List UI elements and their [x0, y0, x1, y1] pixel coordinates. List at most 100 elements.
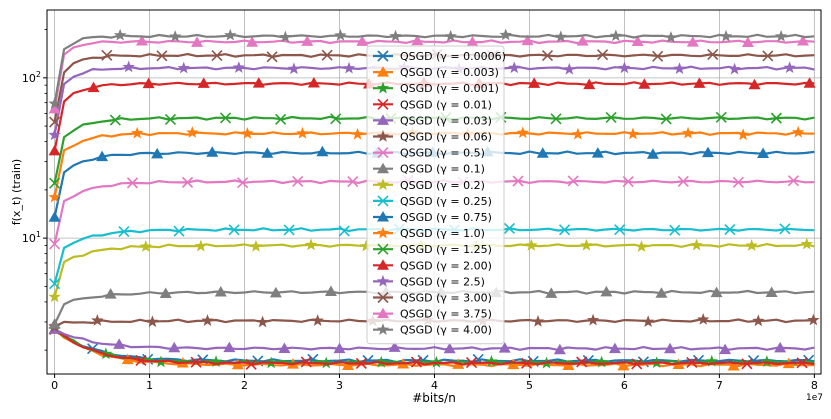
series-marker	[663, 342, 676, 354]
legend-label: QSGD (γ = 3.00)	[400, 292, 492, 305]
x-tick-label: 8	[811, 379, 818, 392]
series-marker	[765, 286, 778, 297]
series-marker	[377, 291, 389, 304]
series-marker	[586, 313, 600, 326]
series-marker	[690, 238, 703, 251]
series-marker	[669, 224, 681, 236]
series-marker	[146, 315, 159, 328]
series-marker	[719, 29, 733, 42]
series-marker	[48, 102, 61, 114]
series-marker	[499, 28, 512, 41]
x-tick-label: 7	[716, 379, 723, 392]
series-marker	[728, 62, 741, 75]
series-marker	[576, 356, 588, 368]
series-marker	[261, 147, 274, 158]
series-marker	[563, 62, 576, 75]
series-marker	[430, 355, 443, 368]
series-marker	[232, 61, 246, 73]
series-marker	[745, 239, 758, 251]
legend-label: QSGD (γ = 0.003)	[400, 66, 499, 79]
y-axis-label: f(x_t) (train)	[10, 159, 23, 225]
series-marker	[571, 127, 585, 140]
series-marker	[783, 61, 796, 74]
series-marker	[376, 178, 390, 191]
legend-item: QSGD (γ = 0.2)	[373, 178, 485, 192]
series-marker	[252, 77, 265, 88]
series-marker	[591, 147, 604, 158]
series-marker	[197, 77, 210, 88]
series-marker	[787, 175, 800, 187]
series-marker	[359, 239, 373, 252]
series-marker	[377, 114, 389, 125]
series-marker	[693, 77, 706, 88]
series-marker	[525, 238, 538, 251]
legend-item: QSGD (γ = 0.0006)	[373, 50, 506, 63]
series-marker	[595, 355, 608, 368]
series-marker	[206, 146, 219, 157]
series-marker	[792, 125, 805, 138]
series-marker	[377, 147, 389, 159]
series-group	[48, 323, 815, 355]
series-marker	[541, 50, 554, 62]
series-marker	[553, 343, 566, 355]
series-marker	[701, 146, 714, 158]
series-marker	[334, 28, 347, 41]
series-marker	[122, 60, 135, 73]
series-marker	[705, 354, 718, 367]
series-marker	[388, 341, 401, 352]
series-marker	[224, 28, 237, 41]
series-marker	[727, 360, 740, 371]
series-marker	[181, 176, 194, 188]
x-tick-label: 6	[621, 379, 628, 392]
legend-item: QSGD (γ = 4.00)	[373, 323, 492, 337]
series-marker	[245, 358, 257, 370]
series-marker	[389, 29, 402, 42]
series-marker	[177, 61, 190, 74]
series-marker	[320, 356, 333, 369]
series-marker	[681, 126, 695, 139]
series-marker	[376, 274, 390, 287]
series-marker	[342, 61, 356, 74]
series-marker	[707, 48, 719, 61]
series-marker	[516, 126, 529, 139]
legend-box	[366, 45, 505, 345]
series-marker	[131, 126, 144, 139]
series-marker	[164, 113, 177, 126]
series-marker	[301, 35, 314, 46]
series-marker	[741, 358, 753, 370]
series-marker	[142, 77, 155, 89]
series-line	[54, 328, 815, 351]
series-marker	[580, 238, 593, 251]
series-marker	[512, 175, 524, 187]
series-marker	[190, 356, 202, 368]
x-tick-label: 4	[431, 379, 438, 392]
series-marker	[567, 175, 579, 187]
series-marker	[209, 355, 223, 368]
series-marker	[757, 147, 770, 158]
series-marker	[635, 240, 648, 252]
series-marker	[377, 259, 389, 270]
series-marker	[223, 341, 236, 353]
series-marker	[774, 341, 787, 353]
legend-label: QSGD (γ = 0.01)	[400, 98, 492, 111]
x-tick-label: 3	[336, 379, 343, 392]
legend-label: QSGD (γ = 0.001)	[400, 82, 499, 95]
legend-item: QSGD (γ = 0.01)	[373, 98, 492, 111]
series-marker	[104, 288, 117, 299]
series-marker	[287, 62, 301, 75]
series-marker	[169, 30, 182, 42]
series-line	[53, 328, 815, 366]
legend-item: QSGD (γ = 1.25)	[373, 243, 492, 256]
series-marker	[351, 127, 364, 140]
series-group	[48, 34, 815, 114]
series-marker	[316, 145, 329, 157]
series-marker	[186, 126, 199, 138]
series-marker	[292, 175, 304, 187]
series-marker	[508, 61, 521, 74]
series-marker	[377, 211, 389, 222]
series-marker	[550, 113, 562, 125]
series-marker	[605, 111, 617, 124]
series-marker	[321, 49, 333, 61]
series-marker	[231, 358, 244, 370]
legend-item: QSGD (γ = 0.25)	[373, 195, 492, 208]
